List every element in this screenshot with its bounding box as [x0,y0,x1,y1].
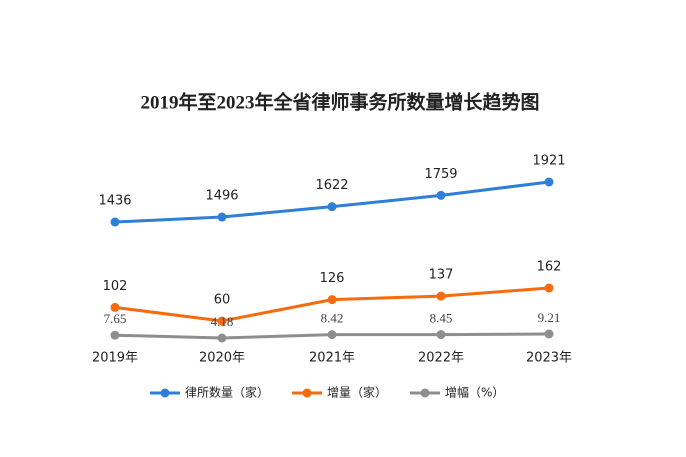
legend-label: 增幅（%） [445,385,504,400]
data-label: 7.65 [104,311,127,326]
x-tick-label: 2023年 [526,351,572,366]
point [110,302,120,312]
legend-marker [420,388,430,398]
data-label: 4.18 [211,314,234,329]
point [327,295,337,305]
point [436,291,446,301]
point [544,329,554,339]
data-label: 1921 [532,154,565,169]
data-label: 126 [320,271,345,286]
point [217,333,227,343]
point [110,330,120,340]
data-label: 8.42 [321,311,344,326]
data-label: 102 [103,279,128,294]
point [327,330,337,340]
data-label: 1759 [424,167,457,182]
legend-marker [302,388,312,398]
point [436,330,446,340]
x-tick-label: 2019年 [92,351,138,366]
data-label: 162 [537,260,562,275]
chart-title: 2019年至2023年全省律师事务所数量增长趋势图 [140,90,539,113]
point [544,177,554,187]
point [217,212,227,222]
point [217,316,227,326]
x-tick-label: 2021年 [309,351,355,366]
data-label: 60 [214,293,231,308]
data-label: 8.45 [430,311,453,326]
data-label: 1496 [205,189,238,204]
point [110,217,120,227]
point [436,190,446,200]
data-label: 9.21 [538,310,561,325]
legend-marker [160,388,170,398]
legend-label: 增量（家） [327,385,387,400]
point [327,202,337,212]
legend-label: 律所数量（家） [185,385,269,400]
data-label: 1436 [98,194,131,209]
data-label: 137 [429,268,454,283]
x-tick-label: 2020年 [199,351,245,366]
data-label: 1622 [315,178,348,193]
point [544,283,554,293]
x-tick-label: 2022年 [418,351,464,366]
